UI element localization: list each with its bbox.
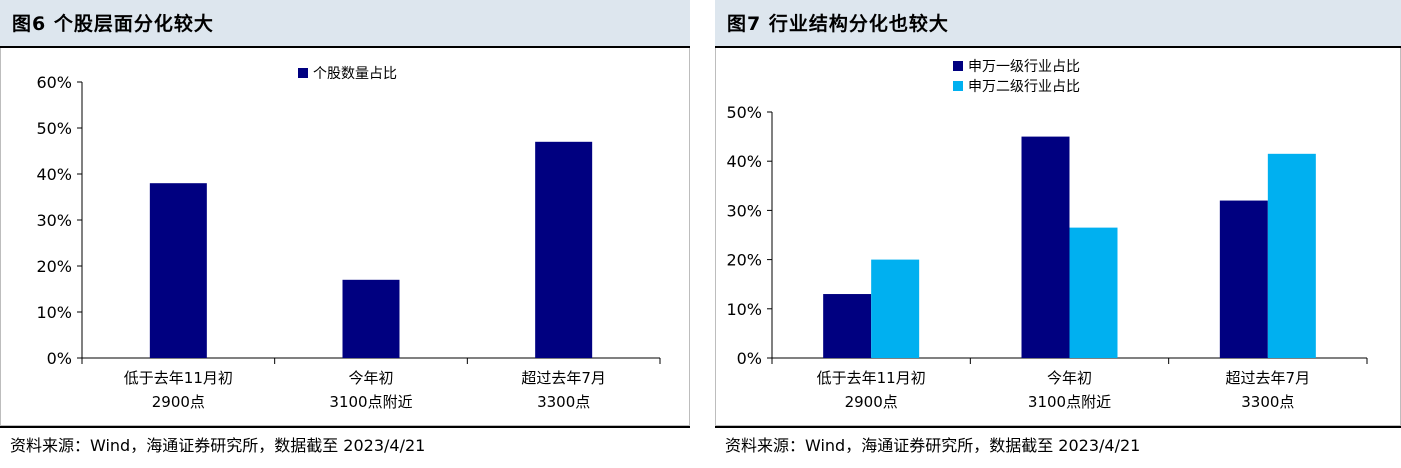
y-tick-label: 40%	[36, 165, 72, 184]
source-note: 资料来源：Wind，海通证券研究所，数据截至 2023/4/21	[725, 436, 1141, 455]
legend-swatch	[953, 81, 963, 91]
divider	[715, 426, 1401, 428]
y-tick-label: 0%	[47, 349, 72, 368]
source-note: 资料来源：Wind，海通证券研究所，数据截至 2023/4/21	[10, 436, 426, 455]
y-tick-label: 50%	[36, 119, 72, 138]
chart-panel-1: 图6 个股层面分化较大 0% 10% 20% 30% 40% 50% 60% 低于去年11月初…	[0, 0, 690, 468]
x-tick-label: 超过去年7月	[1226, 369, 1311, 387]
y-tick-label: 0%	[737, 349, 762, 368]
bar	[871, 259, 920, 358]
x-tick-label: 3300点	[537, 393, 590, 411]
x-tick-label: 2900点	[152, 393, 205, 411]
chart-title: 图6 个股层面分化较大	[12, 13, 214, 35]
x-tick-label: 今年初	[1047, 369, 1092, 387]
y-tick-label: 30%	[726, 201, 762, 220]
x-tick-label: 3100点附近	[329, 393, 412, 411]
x-tick-label: 今年初	[348, 369, 393, 387]
title-bar: 图7 行业结构分化也较大	[715, 0, 1401, 48]
bar-chart-2: 0% 10% 20% 30% 40% 50% 低于去年11月初 2900点 今年初 3100点附近…	[726, 59, 1368, 411]
legend-label: 申万二级行业占比	[968, 79, 1080, 95]
divider	[0, 426, 690, 428]
y-tick-label: 60%	[36, 73, 72, 92]
legend-label: 个股数量占比	[313, 66, 397, 82]
y-tick-label: 20%	[726, 251, 762, 270]
chart-title: 图7 行业结构分化也较大	[727, 13, 949, 35]
chart-frame	[0, 48, 690, 426]
y-tick-label: 10%	[726, 300, 762, 319]
x-tick-label: 低于去年11月初	[124, 369, 233, 387]
bar	[149, 183, 207, 358]
y-tick-label: 40%	[726, 152, 762, 171]
x-tick-label: 超过去年7月	[521, 369, 606, 387]
bar	[1219, 200, 1268, 358]
x-tick-label: 3300点	[1241, 393, 1294, 411]
bar	[535, 141, 593, 358]
y-tick-label: 30%	[36, 211, 72, 230]
y-tick-label: 20%	[36, 257, 72, 276]
legend-label: 申万一级行业占比	[968, 59, 1080, 75]
bar	[342, 279, 400, 358]
bar-chart-1: 0% 10% 20% 30% 40% 50% 60% 低于去年11月初 2900点 今年初 3100…	[36, 66, 661, 411]
legend-swatch	[298, 68, 308, 78]
chart-panel-2: 图7 行业结构分化也较大 0% 10% 20% 30% 40% 50% 低于去年11月初 29…	[715, 0, 1401, 468]
bar	[1267, 153, 1316, 358]
bar	[1069, 227, 1118, 358]
x-tick-label: 低于去年11月初	[817, 369, 926, 387]
y-tick-label: 10%	[36, 303, 72, 322]
title-bar: 图6 个股层面分化较大	[0, 0, 690, 48]
bar	[1021, 136, 1070, 358]
x-tick-label: 2900点	[845, 393, 898, 411]
bar	[823, 294, 872, 358]
x-tick-label: 3100点附近	[1028, 393, 1111, 411]
y-tick-label: 50%	[726, 103, 762, 122]
legend-swatch	[953, 61, 963, 71]
